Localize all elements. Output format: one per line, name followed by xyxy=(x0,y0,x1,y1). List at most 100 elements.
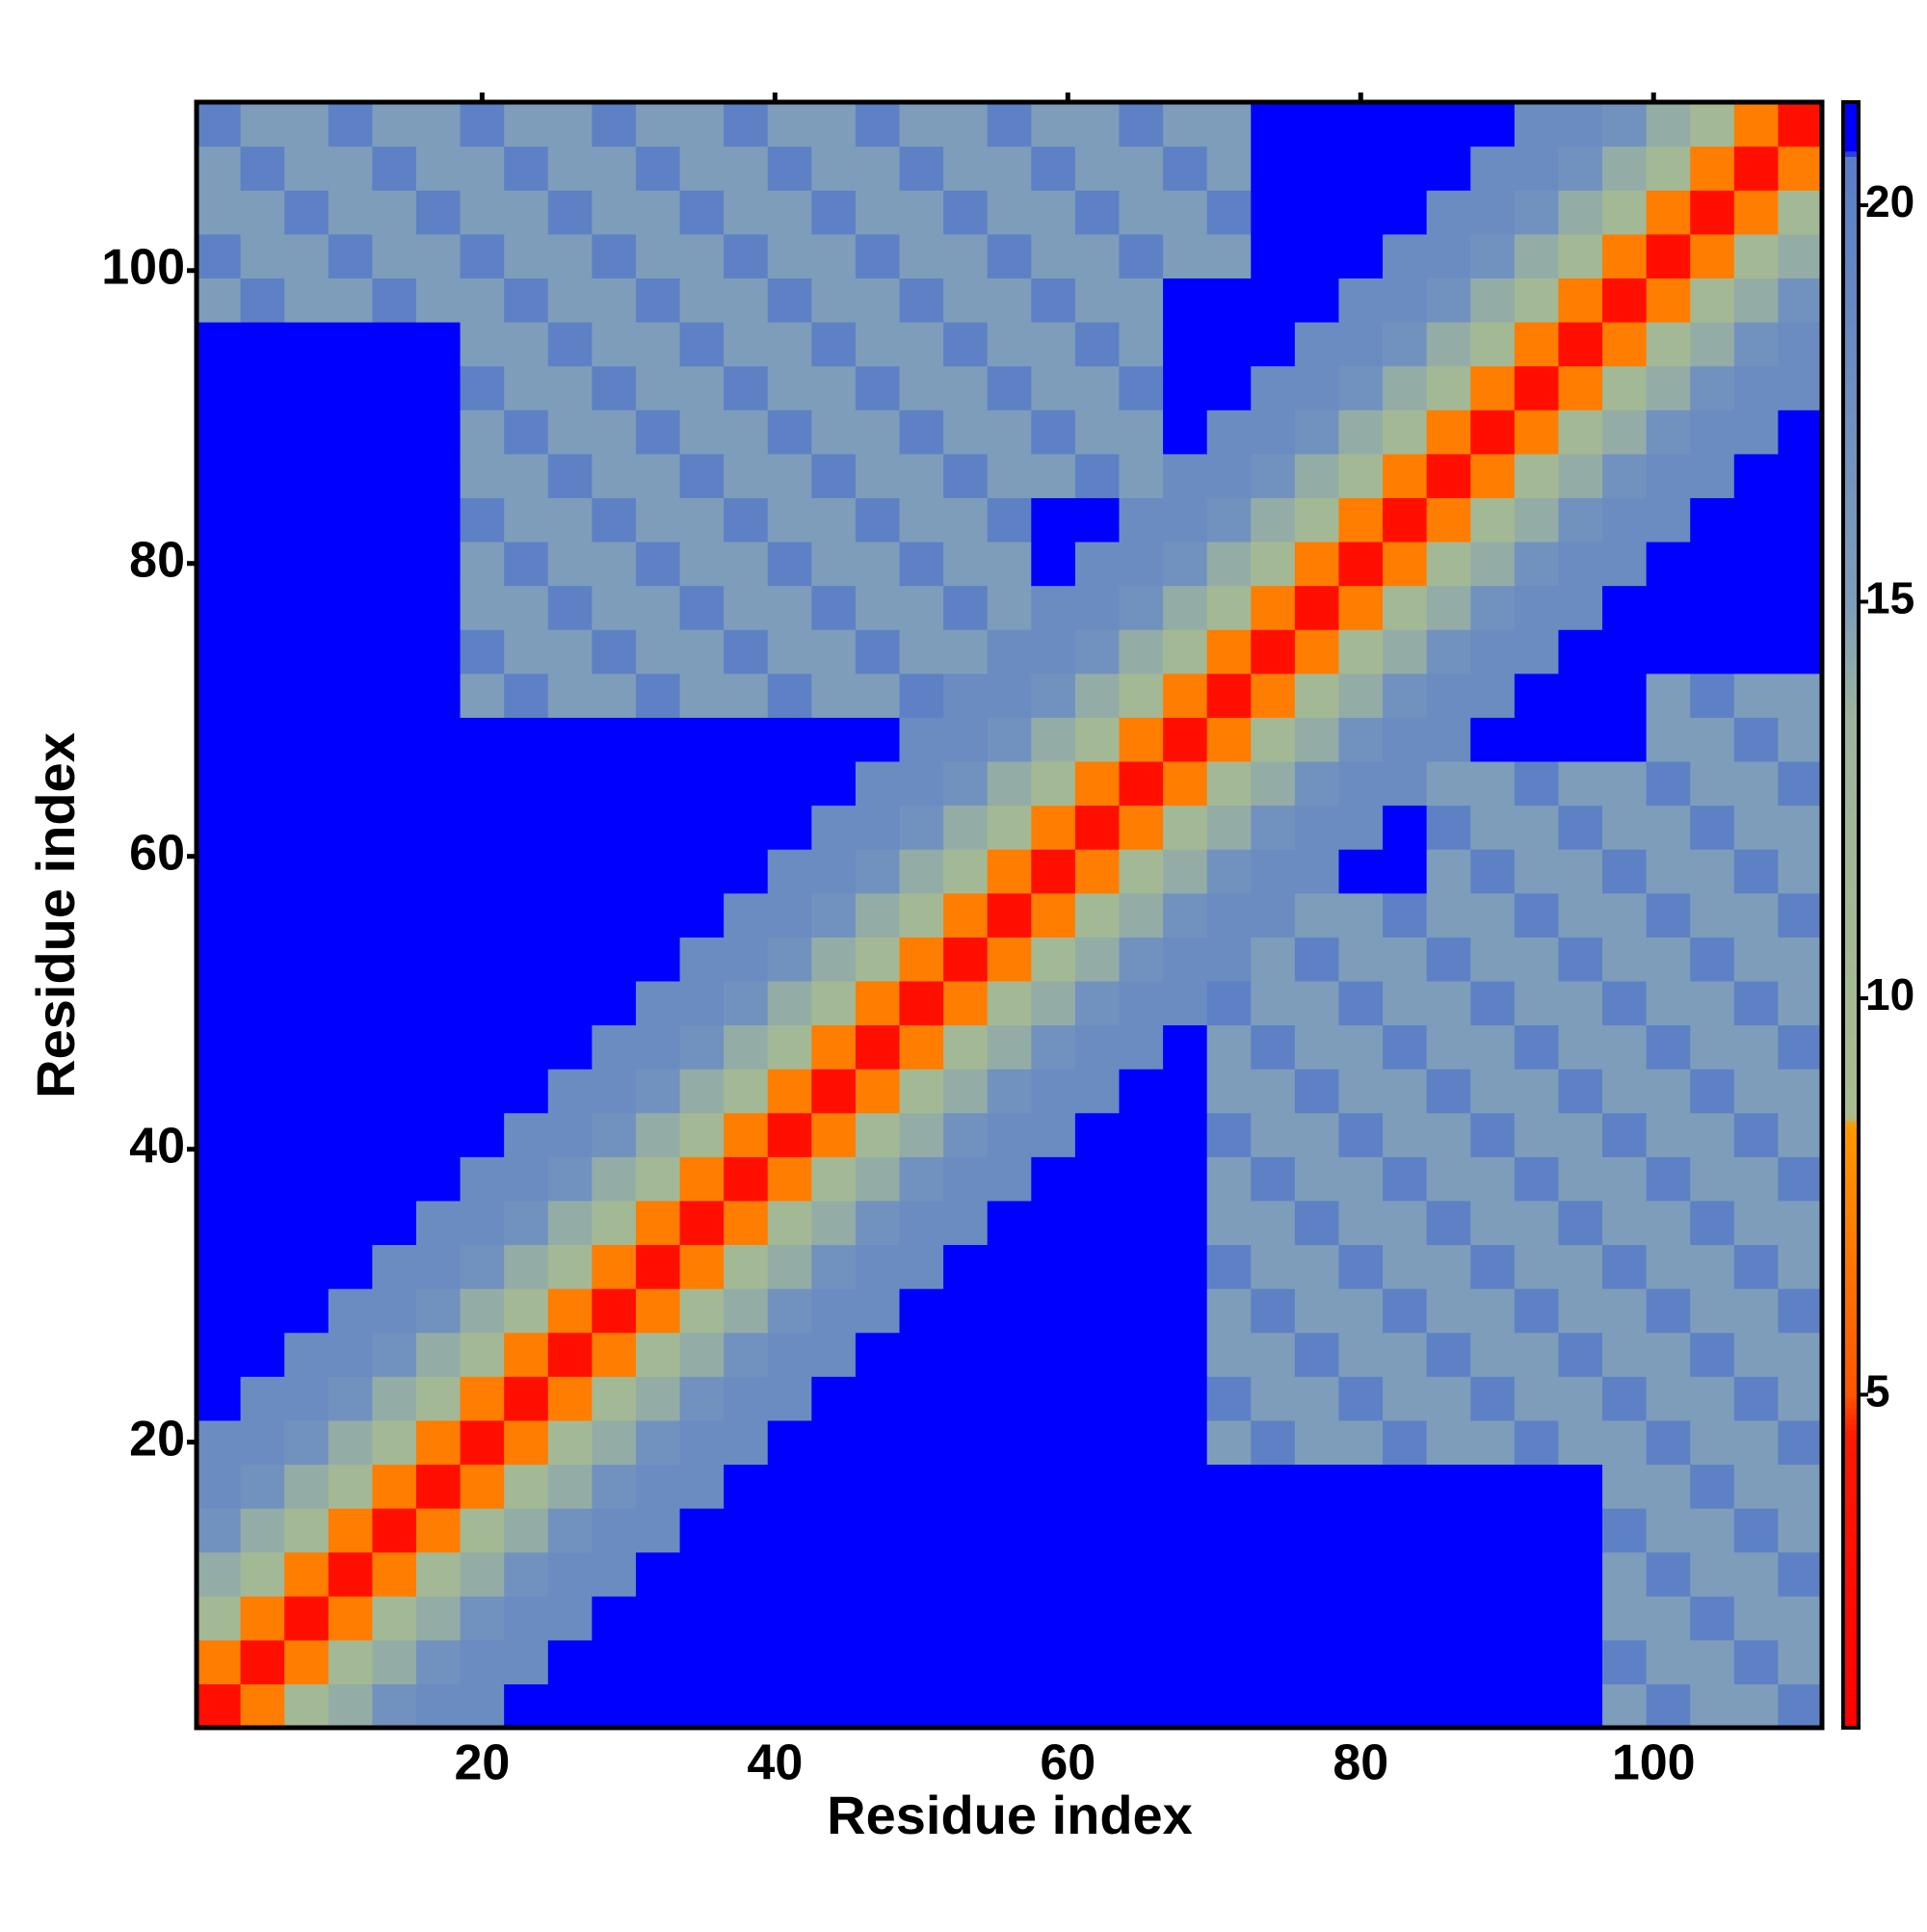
heatmap-cell xyxy=(855,585,901,630)
heatmap-cell xyxy=(1251,233,1296,278)
heatmap-cell xyxy=(1602,365,1648,410)
heatmap-cell xyxy=(547,980,593,1026)
heatmap-cell xyxy=(943,1464,989,1509)
heatmap-cell xyxy=(592,585,637,630)
colorbar-segment xyxy=(1843,1001,1859,1008)
colorbar-segment xyxy=(1843,1592,1859,1599)
heatmap-cell xyxy=(1206,321,1252,367)
colorbar-segment xyxy=(1843,1321,1859,1328)
heatmap-cell xyxy=(1074,233,1121,278)
heatmap-cell xyxy=(1602,849,1648,894)
heatmap-cell xyxy=(1426,1464,1471,1509)
heatmap-cell xyxy=(547,805,593,850)
heatmap-cell xyxy=(899,760,944,807)
heatmap-cell xyxy=(1206,1069,1252,1114)
heatmap-cell xyxy=(1646,1112,1691,1157)
heatmap-cell xyxy=(943,497,989,543)
heatmap-cell xyxy=(1338,321,1384,367)
heatmap-cell xyxy=(1470,453,1516,498)
heatmap-cell xyxy=(679,760,725,807)
colorbar-segment xyxy=(1843,307,1859,314)
heatmap-cell xyxy=(504,146,549,191)
heatmap-cell xyxy=(987,1244,1032,1289)
heatmap-cell xyxy=(635,541,681,587)
heatmap-cell xyxy=(328,453,373,498)
heatmap-cell xyxy=(1426,1508,1471,1553)
heatmap-cell xyxy=(460,1288,505,1334)
heatmap-cell xyxy=(1031,585,1076,630)
colorbar-segment xyxy=(1843,1375,1859,1382)
colorbar-tick-label: 10 xyxy=(1865,969,1914,1019)
heatmap-cell xyxy=(328,1419,373,1466)
heatmap-cell xyxy=(547,1332,593,1377)
heatmap-cell xyxy=(1338,1596,1384,1641)
colorbar-segment xyxy=(1843,303,1859,309)
heatmap-cell xyxy=(1163,1156,1208,1202)
heatmap-cell xyxy=(1646,1419,1691,1466)
heatmap-cell xyxy=(1031,453,1076,498)
heatmap-cell xyxy=(372,1112,417,1157)
colorbar-segment xyxy=(1843,1565,1859,1572)
heatmap-cell xyxy=(592,1376,637,1421)
colorbar-segment xyxy=(1843,1489,1859,1495)
colorbar-segment xyxy=(1843,1543,1859,1550)
heatmap-cell xyxy=(1690,1464,1735,1509)
heatmap-cell xyxy=(372,190,417,235)
heatmap-cell xyxy=(1646,1551,1691,1597)
heatmap-cell xyxy=(504,321,549,367)
heatmap-cell xyxy=(1558,937,1603,982)
heatmap-cell xyxy=(1426,717,1471,762)
heatmap-cell xyxy=(1383,849,1428,894)
heatmap-cell xyxy=(767,1376,812,1421)
heatmap-cell xyxy=(1031,1376,1076,1421)
colorbar-segment xyxy=(1843,1212,1859,1220)
heatmap-cell xyxy=(1558,233,1603,278)
heatmap-cell xyxy=(592,1332,637,1377)
heatmap-cell xyxy=(592,1551,637,1597)
colorbar-segment xyxy=(1843,1094,1859,1100)
heatmap-cell xyxy=(1206,892,1252,938)
heatmap-cell xyxy=(592,146,637,191)
colorbar-segment xyxy=(1843,747,1859,754)
y-axis-title: Residue index xyxy=(25,732,86,1098)
heatmap-cell xyxy=(415,1464,462,1509)
heatmap-cell xyxy=(197,673,242,718)
heatmap-cell xyxy=(415,585,462,630)
colorbar-segment xyxy=(1843,578,1859,586)
colorbar-segment xyxy=(1843,524,1859,531)
heatmap-cell xyxy=(1558,1244,1603,1289)
heatmap-cell xyxy=(679,717,725,762)
heatmap-cell xyxy=(1426,278,1471,323)
heatmap-cell xyxy=(987,937,1032,982)
heatmap-cell xyxy=(1558,1112,1603,1157)
heatmap-cell xyxy=(284,321,330,367)
colorbar-segment xyxy=(1843,1629,1859,1637)
heatmap-cell xyxy=(1294,673,1340,718)
colorbar-segment xyxy=(1843,834,1859,840)
heatmap-cell xyxy=(1251,541,1296,587)
heatmap-cell xyxy=(1338,497,1384,543)
colorbar-segment xyxy=(1843,665,1859,673)
heatmap-cell xyxy=(679,673,725,718)
heatmap-cell xyxy=(724,1639,769,1685)
heatmap-cell xyxy=(1031,849,1076,894)
heatmap-cell xyxy=(899,146,944,191)
heatmap-cell xyxy=(1383,1200,1428,1246)
heatmap-cell xyxy=(1690,102,1735,147)
heatmap-cell xyxy=(1646,1288,1691,1334)
heatmap-cell xyxy=(1602,1596,1648,1641)
heatmap-cell xyxy=(1074,1332,1121,1377)
heatmap-cell xyxy=(1690,1112,1735,1157)
y-tick-label: 40 xyxy=(129,1118,185,1174)
colorbar-segment xyxy=(1843,1342,1859,1349)
heatmap-cell xyxy=(1383,585,1428,630)
heatmap-cell xyxy=(1206,1244,1252,1289)
heatmap-cell xyxy=(1778,146,1823,191)
heatmap-cell xyxy=(1602,1419,1648,1466)
heatmap-cell xyxy=(1251,410,1296,455)
colorbar-segment xyxy=(1843,123,1859,130)
heatmap-cell xyxy=(328,1683,373,1729)
heatmap-cell xyxy=(635,1551,681,1597)
heatmap-cell xyxy=(635,1200,681,1246)
heatmap-cell xyxy=(1074,321,1121,367)
